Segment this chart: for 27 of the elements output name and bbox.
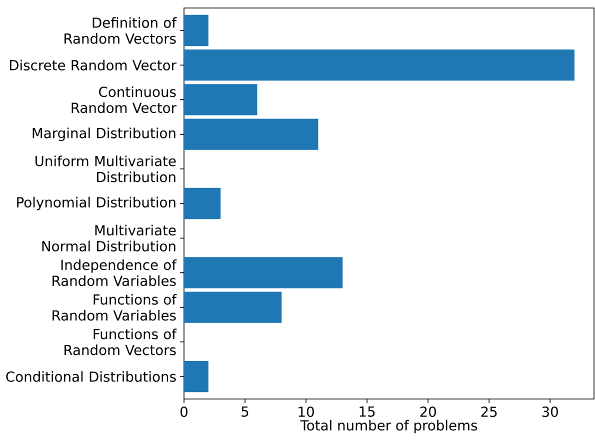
y-tick-label: Conditional Distributions	[6, 371, 176, 382]
x-tick-label: 5	[242, 406, 248, 417]
bar	[184, 360, 208, 392]
bar	[184, 14, 208, 46]
x-tick-label: 20	[420, 406, 436, 418]
x-tick-label: 15	[360, 406, 375, 417]
bar	[184, 50, 574, 81]
y-tick-label: Functions of Random Variables	[52, 294, 177, 321]
y-tick-label: Continuous Random Vector	[72, 86, 176, 114]
bar	[184, 292, 282, 323]
y-tick-label: Definition of Random Vectors	[64, 17, 177, 44]
x-tick-label: 0	[180, 406, 188, 418]
y-tick-label: Independence of Random Variables	[52, 259, 177, 286]
y-tick-label: Discrete Random Vector	[10, 60, 176, 70]
y-tick-label: Polynomial Distribution	[17, 196, 176, 210]
bar	[184, 257, 343, 288]
bar	[184, 84, 258, 116]
bar	[184, 188, 221, 220]
y-tick-label: Marginal Distribution	[32, 128, 176, 141]
x-tick-label: 25	[481, 406, 497, 418]
y-tick-label: Functions of Random Vectors	[64, 328, 177, 356]
x-axis-title: Total number of problems	[300, 420, 478, 434]
x-tick-label: 30	[542, 406, 558, 418]
bar	[184, 118, 318, 150]
y-tick-label: Multivariate Normal Distribution	[42, 224, 176, 252]
y-tick-label: Uniform Multivariate Distribution	[36, 156, 176, 182]
x-tick-label: 10	[298, 406, 314, 418]
